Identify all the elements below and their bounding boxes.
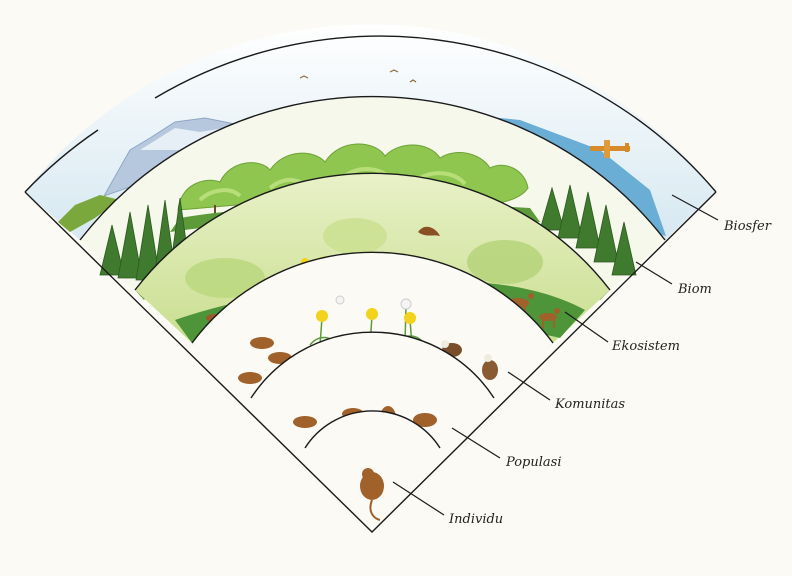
label-individu: Individu: [449, 512, 504, 527]
leader-biosfer: [671, 194, 719, 221]
label-ekosistem: Ekosistem: [612, 339, 680, 354]
airplane-icon: [590, 140, 630, 158]
label-biom: Biom: [678, 282, 712, 297]
label-komunitas: Komunitas: [555, 397, 626, 412]
leader-populasi: [451, 427, 501, 459]
mice-komunitas: [238, 337, 292, 384]
hawk-icon: [418, 226, 440, 236]
individu-band: [305, 410, 440, 532]
fan-outline: [24, 35, 717, 533]
leader-lines: [392, 194, 719, 516]
leader-biom: [635, 261, 673, 285]
leader-ekosistem: [564, 311, 609, 343]
mouse-individu-icon: [360, 468, 384, 521]
leader-individu: [392, 481, 445, 516]
leader-komunitas: [507, 371, 551, 401]
label-populasi: Populasi: [506, 455, 562, 470]
conifers-right: [539, 184, 637, 276]
label-biosfer: Biosfer: [724, 219, 771, 234]
